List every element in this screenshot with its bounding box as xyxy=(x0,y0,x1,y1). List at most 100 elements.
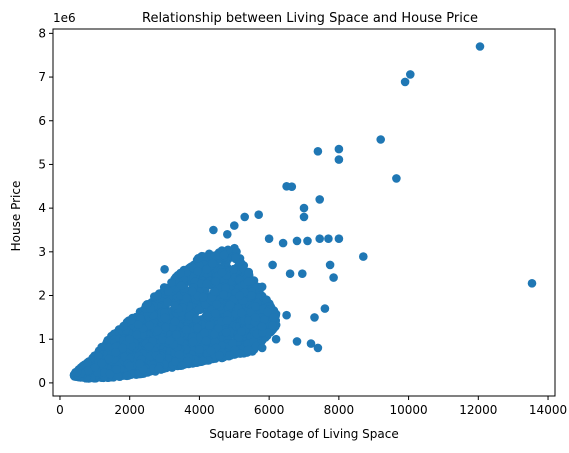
data-point xyxy=(153,291,162,300)
data-point xyxy=(126,315,136,325)
data-point xyxy=(113,371,123,381)
data-point xyxy=(392,174,401,183)
data-point xyxy=(310,313,319,322)
data-point xyxy=(170,301,179,310)
data-point xyxy=(225,300,235,310)
data-point xyxy=(118,343,127,353)
data-point xyxy=(237,308,246,318)
data-point xyxy=(181,325,191,335)
data-point xyxy=(315,234,325,243)
data-point xyxy=(161,322,170,332)
data-point xyxy=(209,286,219,296)
data-point xyxy=(164,287,173,296)
data-point xyxy=(527,279,537,288)
data-point xyxy=(83,358,92,368)
data-point xyxy=(90,363,100,372)
data-point xyxy=(263,307,273,317)
x-tick-label: 10000 xyxy=(389,403,427,417)
data-point xyxy=(191,314,201,324)
x-tick-label: 6000 xyxy=(254,403,285,417)
data-point xyxy=(400,77,410,87)
data-point xyxy=(244,268,253,278)
data-point xyxy=(298,269,307,279)
data-point xyxy=(315,195,325,204)
y-tick-label: 8 xyxy=(38,26,46,40)
data-point xyxy=(303,236,312,246)
data-point xyxy=(206,346,216,356)
data-point xyxy=(214,323,223,333)
data-point xyxy=(170,317,180,327)
data-point xyxy=(163,297,172,307)
data-point xyxy=(177,361,187,370)
x-tick-label: 8000 xyxy=(324,403,355,417)
data-point xyxy=(292,236,302,246)
data-point xyxy=(193,266,202,276)
data-point xyxy=(182,293,191,303)
y-tick-label: 0 xyxy=(38,376,46,390)
x-axis-ticks: 0 2000 4000 6000 8000 10000 12000 14000 xyxy=(56,396,567,417)
data-point xyxy=(264,234,274,243)
data-point xyxy=(154,364,164,374)
data-point xyxy=(105,369,115,379)
data-point xyxy=(198,356,208,366)
x-tick-label: 14000 xyxy=(529,403,567,417)
data-point xyxy=(160,313,170,323)
data-point xyxy=(250,313,260,322)
data-point xyxy=(194,305,204,315)
data-point xyxy=(231,253,240,263)
data-point xyxy=(237,327,246,336)
data-point xyxy=(235,291,244,301)
data-point xyxy=(271,334,281,344)
data-point xyxy=(334,144,344,154)
data-point xyxy=(208,259,217,268)
data-point xyxy=(306,339,316,348)
data-point xyxy=(320,304,330,313)
data-point xyxy=(243,345,253,355)
data-point xyxy=(240,212,249,222)
data-point xyxy=(247,291,256,300)
x-axis-label: Square Footage of Living Space xyxy=(209,427,399,441)
data-point xyxy=(167,278,176,287)
data-point xyxy=(268,321,277,331)
data-point xyxy=(160,265,169,274)
data-point xyxy=(313,147,323,156)
data-point xyxy=(135,359,145,369)
data-point xyxy=(287,182,297,191)
data-point xyxy=(217,268,227,277)
data-point xyxy=(211,276,220,286)
data-point xyxy=(188,286,197,296)
y-tick-label: 4 xyxy=(38,201,46,215)
y-tick-label: 1 xyxy=(38,332,46,346)
data-point xyxy=(222,316,232,325)
data-point xyxy=(210,337,220,346)
y-axis-ticks: 0 1 2 3 4 5 6 7 8 xyxy=(38,26,53,390)
data-point xyxy=(223,230,232,239)
data-point xyxy=(205,321,214,330)
data-point xyxy=(104,354,114,364)
data-point xyxy=(83,366,93,376)
data-point xyxy=(334,155,344,164)
y-tick-label: 7 xyxy=(38,70,46,84)
data-point xyxy=(122,371,132,381)
data-point xyxy=(202,279,212,288)
data-point xyxy=(285,269,295,279)
data-point xyxy=(325,260,335,270)
data-point xyxy=(334,234,344,243)
data-point xyxy=(142,300,152,309)
data-point xyxy=(185,311,194,321)
y-tick-label: 5 xyxy=(38,157,46,171)
data-point xyxy=(144,342,154,351)
x-tick-label: 0 xyxy=(56,403,64,417)
data-point xyxy=(132,330,141,340)
x-tick-label: 12000 xyxy=(459,403,497,417)
data-point xyxy=(172,330,181,340)
data-point xyxy=(176,281,186,290)
data-point xyxy=(225,351,234,360)
plot-frame xyxy=(52,28,556,397)
y-tick-label: 3 xyxy=(38,245,46,259)
data-point xyxy=(229,265,238,274)
data-point xyxy=(200,328,209,338)
data-point xyxy=(215,351,224,360)
data-point xyxy=(260,315,269,325)
